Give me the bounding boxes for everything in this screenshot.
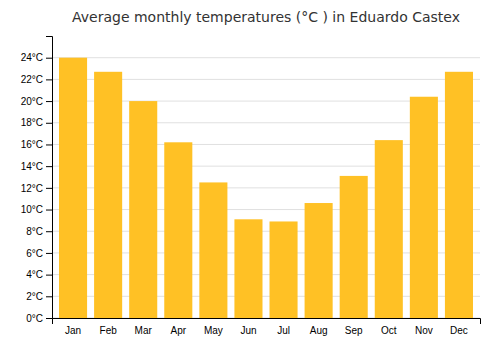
x-tick: Oct: [381, 325, 397, 336]
y-tick-label: 14°C: [21, 161, 43, 172]
y-tick: 6°C: [26, 248, 52, 259]
x-tick: Sep: [345, 325, 363, 336]
x-axis-line: [53, 319, 481, 325]
x-tick: Nov: [415, 325, 433, 336]
y-tick-mark: [46, 275, 52, 276]
y-tick-label: 8°C: [26, 226, 43, 237]
y-tick: 0°C: [26, 313, 52, 324]
y-tick-mark: [46, 166, 52, 167]
x-tick: Mar: [135, 325, 153, 336]
x-tick-label: May: [204, 325, 223, 336]
y-tick: 4°C: [26, 269, 52, 280]
chart: 0°C 2°C 4°C 6°C 8°C 10°C 12°C 14°C 16°C 18°C 20°C 2…: [0, 0, 500, 350]
plot: 0°C 2°C 4°C 6°C 8°C 10°C 12°C 14°C 16°C 18°C 20°C 2…: [21, 37, 481, 337]
y-tick-mark: [46, 79, 52, 80]
y-tick: 14°C: [21, 161, 52, 172]
y-tick-label: 22°C: [21, 74, 43, 85]
y-tick-label: 2°C: [26, 291, 43, 302]
bar: [305, 203, 333, 318]
x-tick-label: Jun: [240, 325, 256, 336]
x-tick-label: Dec: [450, 325, 468, 336]
x-tick: Aug: [310, 325, 328, 336]
y-tick: 8°C: [26, 226, 52, 237]
y-tick-mark: [46, 58, 52, 59]
grid: [52, 58, 480, 318]
bar: [164, 142, 192, 318]
bar: [445, 72, 473, 318]
bar: [270, 221, 298, 318]
x-tick-label: Feb: [100, 325, 118, 336]
y-tick-label: 12°C: [21, 183, 43, 194]
y-tick-label: 4°C: [26, 269, 43, 280]
x-tick-label: Apr: [171, 325, 187, 336]
y-tick: 20°C: [21, 96, 52, 107]
x-tick: Apr: [171, 325, 187, 336]
y-tick-label: 20°C: [21, 96, 43, 107]
y-tick-label: 18°C: [21, 117, 43, 128]
y-tick-mark: [46, 188, 52, 189]
y-tick-label: 24°C: [21, 52, 43, 63]
y-tick: 10°C: [21, 204, 52, 215]
x-tick-label: Aug: [310, 325, 328, 336]
x-tick-label: Oct: [381, 325, 397, 336]
bar: [375, 140, 403, 318]
bar: [340, 176, 368, 318]
x-tick: Jun: [240, 325, 256, 336]
y-tick-label: 0°C: [26, 313, 43, 324]
x-tick-label: Mar: [135, 325, 153, 336]
y-axis-line: [46, 37, 53, 319]
x-tick-label: Jan: [65, 325, 81, 336]
x-tick: Jan: [65, 325, 81, 336]
y-tick: 18°C: [21, 117, 52, 128]
y-tick-label: 10°C: [21, 204, 43, 215]
x-tick-label: Jul: [277, 325, 290, 336]
bar: [234, 219, 262, 318]
y-tick-mark: [46, 144, 52, 145]
y-tick-mark: [46, 318, 52, 319]
y-tick: 22°C: [21, 74, 52, 85]
y-axis: 0°C 2°C 4°C 6°C 8°C 10°C 12°C 14°C 16°C 18°C 20°C 2…: [21, 37, 53, 324]
bar: [94, 72, 122, 318]
x-tick: May: [204, 325, 223, 336]
x-tick-label: Nov: [415, 325, 433, 336]
x-tick: Jul: [277, 325, 290, 336]
bar: [410, 97, 438, 318]
y-tick-mark: [46, 123, 52, 124]
title: Average monthly temperatures (°C ) in Ed…: [72, 9, 460, 25]
y-tick: 2°C: [26, 291, 52, 302]
grid-line: [52, 57, 480, 58]
y-tick-mark: [46, 210, 52, 211]
y-tick: 12°C: [21, 183, 52, 194]
x-tick: Feb: [100, 325, 118, 336]
bar: [59, 58, 87, 318]
bar: [129, 101, 157, 318]
y-tick: 24°C: [21, 52, 52, 63]
x-tick: Dec: [450, 325, 468, 336]
y-tick: 16°C: [21, 139, 52, 150]
y-tick-label: 16°C: [21, 139, 43, 150]
x-tick-label: Sep: [345, 325, 363, 336]
x-axis: Jan Feb Mar Apr May Jun Jul Aug Sep Oct Nov Dec: [53, 319, 481, 337]
y-tick-mark: [46, 253, 52, 254]
y-tick-mark: [46, 101, 52, 102]
bar: [199, 182, 227, 318]
y-tick-label: 6°C: [26, 248, 43, 259]
y-tick-mark: [46, 231, 52, 232]
bars: [59, 58, 473, 318]
y-tick-mark: [46, 296, 52, 297]
